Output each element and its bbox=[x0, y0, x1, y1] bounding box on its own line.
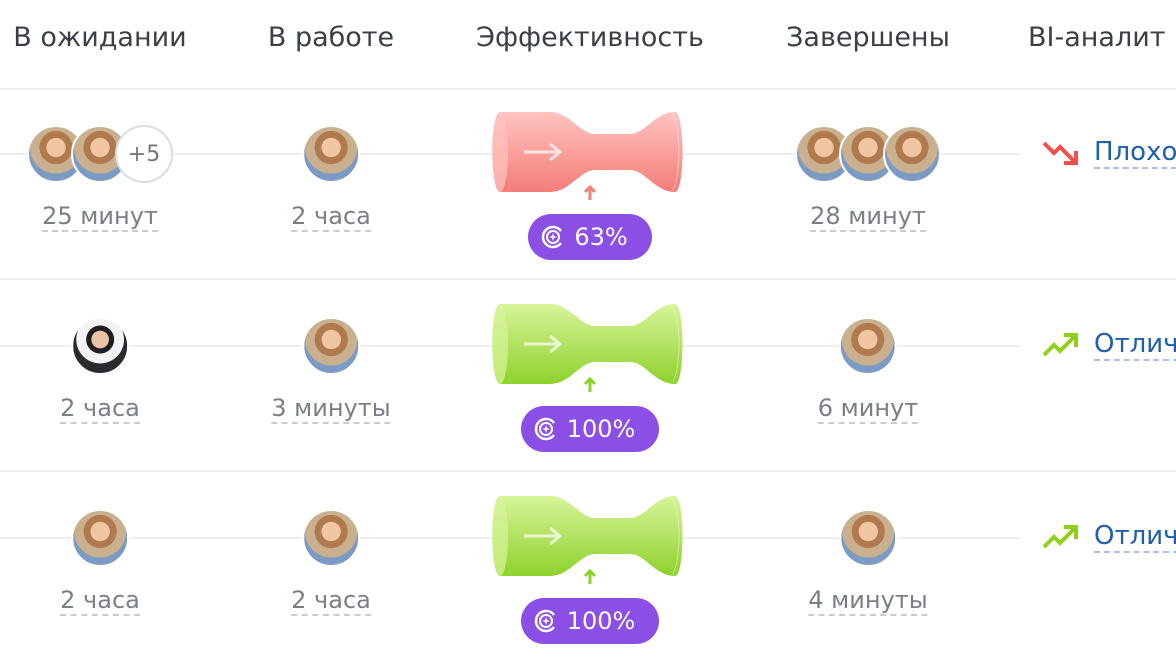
table-row[interactable]: 2 часа 3 минуты 100% 6 минут Отлич bbox=[0, 282, 1176, 472]
trend-down-icon bbox=[1042, 141, 1078, 165]
waiting-cell: 2 часа bbox=[60, 508, 140, 616]
bi-analytics-cell: Плохо bbox=[1042, 137, 1176, 169]
more-avatars[interactable]: +5 bbox=[115, 125, 173, 183]
waiting-time[interactable]: 25 минут bbox=[42, 202, 158, 232]
done-time[interactable]: 6 минут bbox=[817, 394, 919, 424]
waiting-cell: +5 25 минут bbox=[27, 124, 173, 232]
efficiency-icon bbox=[542, 225, 563, 249]
avatar[interactable] bbox=[302, 317, 360, 375]
working-cell: 2 часа bbox=[291, 508, 371, 616]
waiting-time[interactable]: 2 часа bbox=[60, 394, 140, 424]
done-cell: 28 минут bbox=[795, 124, 941, 232]
avatar[interactable] bbox=[71, 125, 129, 183]
column-efficiency[interactable]: Эффективность bbox=[476, 22, 704, 53]
avatar[interactable] bbox=[838, 317, 897, 375]
arrow-right-icon bbox=[524, 142, 563, 162]
efficiency-funnel bbox=[492, 496, 683, 576]
done-cell: 4 минуты bbox=[808, 508, 928, 616]
avatar[interactable] bbox=[302, 509, 360, 567]
avatar[interactable] bbox=[302, 125, 360, 183]
avatar[interactable] bbox=[71, 509, 129, 567]
efficiency-icon bbox=[534, 609, 555, 633]
working-cell: 2 часа bbox=[291, 124, 371, 232]
table-row[interactable]: 2 часа 2 часа 100% 4 минуты Отлич bbox=[0, 474, 1176, 664]
column-done[interactable]: Завершены bbox=[786, 22, 950, 53]
bi-analytics-link[interactable]: Плохо bbox=[1094, 137, 1176, 169]
working-time[interactable]: 2 часа bbox=[291, 586, 371, 616]
efficiency-cell: 100% bbox=[490, 302, 690, 452]
avatar[interactable] bbox=[71, 317, 129, 375]
working-time[interactable]: 3 минуты bbox=[271, 394, 391, 424]
bi-analytics-cell: Отлич bbox=[1042, 329, 1176, 361]
done-time[interactable]: 28 минут bbox=[810, 202, 926, 232]
efficiency-funnel bbox=[492, 304, 683, 384]
arrow-right-icon bbox=[524, 334, 563, 354]
avatar[interactable] bbox=[883, 125, 941, 183]
efficiency-value: 100% bbox=[566, 607, 636, 635]
working-cell: 3 минуты bbox=[271, 316, 391, 424]
efficiency-badge[interactable]: 100% bbox=[520, 406, 660, 452]
efficiency-funnel bbox=[492, 112, 683, 192]
bi-analytics-link[interactable]: Отлич bbox=[1094, 329, 1176, 361]
avatar[interactable] bbox=[839, 509, 897, 567]
arrow-up-icon bbox=[583, 184, 597, 200]
avatar[interactable] bbox=[27, 125, 85, 183]
trend-up-icon bbox=[1042, 333, 1078, 357]
column-working[interactable]: В работе bbox=[267, 22, 395, 53]
table-header: В ожидании В работе Эффективность Заверш… bbox=[0, 0, 1176, 90]
efficiency-icon bbox=[534, 417, 555, 441]
efficiency-cell: 100% bbox=[490, 494, 690, 644]
arrow-up-icon bbox=[583, 376, 597, 392]
done-cell: 6 минут bbox=[817, 316, 919, 424]
efficiency-badge[interactable]: 100% bbox=[520, 598, 660, 644]
table-row[interactable]: +5 25 минут 2 часа 63% 28 минут Плохо bbox=[0, 90, 1176, 280]
bi-analytics-link[interactable]: Отлич bbox=[1094, 521, 1176, 553]
bi-analytics-cell: Отлич bbox=[1042, 521, 1176, 553]
efficiency-value: 63% bbox=[574, 223, 628, 251]
efficiency-badge[interactable]: 63% bbox=[528, 214, 652, 260]
waiting-time[interactable]: 2 часа bbox=[60, 586, 140, 616]
arrow-up-icon bbox=[583, 568, 597, 584]
waiting-cell: 2 часа bbox=[60, 316, 140, 424]
trend-up-icon bbox=[1042, 525, 1078, 549]
working-time[interactable]: 2 часа bbox=[291, 202, 371, 232]
efficiency-cell: 63% bbox=[490, 110, 690, 260]
column-waiting[interactable]: В ожидании bbox=[13, 22, 187, 53]
done-time[interactable]: 4 минуты bbox=[808, 586, 928, 616]
arrow-right-icon bbox=[524, 526, 563, 546]
column-bi[interactable]: BI-аналит bbox=[1028, 22, 1166, 53]
efficiency-value: 100% bbox=[566, 415, 636, 443]
